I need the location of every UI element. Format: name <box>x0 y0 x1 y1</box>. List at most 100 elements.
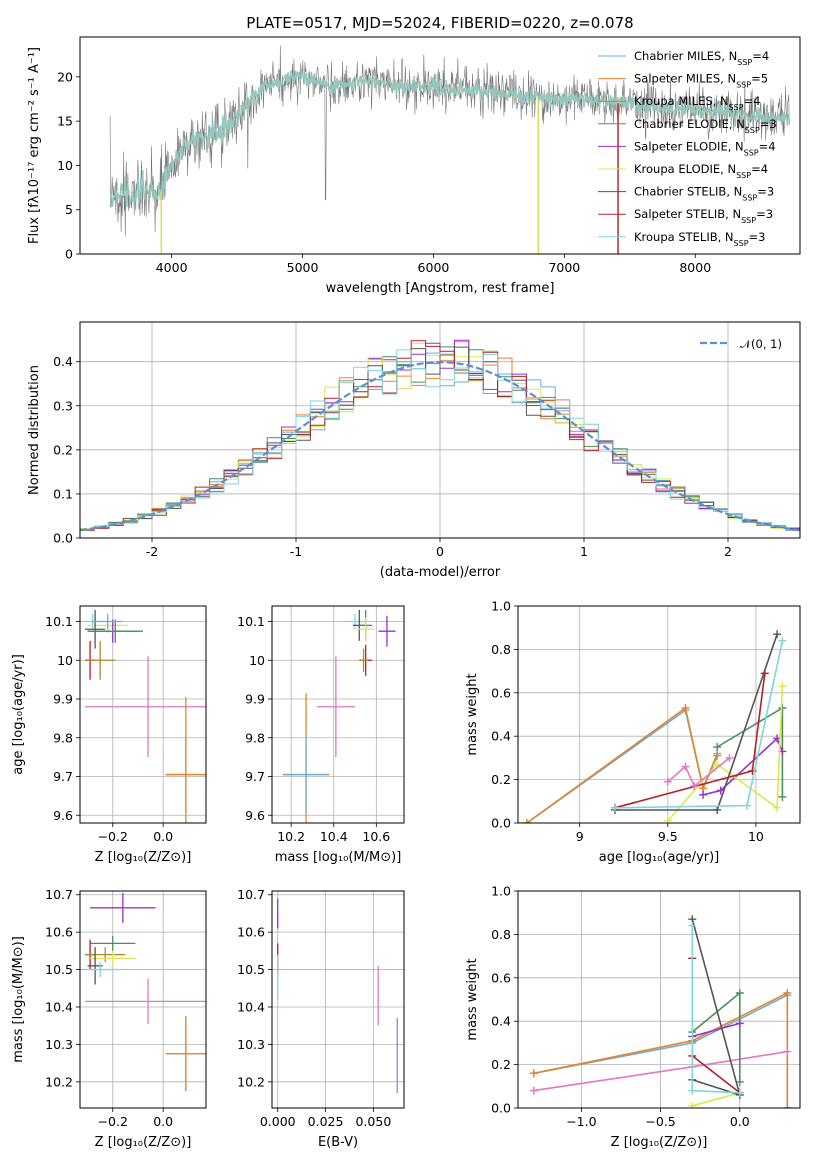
legend-label: Salpeter STELIB, NSSP=3 <box>634 207 773 225</box>
series-line <box>614 673 766 809</box>
y-tick-label: 10.7 <box>45 887 73 902</box>
series-line <box>691 918 741 1097</box>
axes-frame <box>79 36 801 255</box>
gaussian-curve <box>80 360 800 532</box>
legend-label: Salpeter ELODIE, NSSP=4 <box>634 139 776 157</box>
y-axis-label: Normed distribution <box>27 365 42 495</box>
y-tick-label: 9.9 <box>53 692 73 707</box>
plot-area <box>522 630 787 823</box>
figure-title: PLATE=0517, MJD=52024, FIBERID=0220, z=0… <box>246 14 633 32</box>
series-marker <box>735 988 744 997</box>
series-marker <box>778 792 787 801</box>
x-tick-label: 0 <box>436 544 444 559</box>
series-marker <box>773 630 782 639</box>
legend-label: Kroupa STELIB, NSSP=3 <box>634 230 765 248</box>
x-tick-label: 0.000 <box>260 1114 296 1129</box>
series-marker <box>725 753 734 762</box>
y-tick-label: 9.7 <box>245 769 265 784</box>
series-marker <box>663 777 672 786</box>
y-axis-label: mass [log₁₀(M/M⊙)] <box>11 936 26 1063</box>
axes-frame <box>517 890 801 1109</box>
y-tick-label: 9.8 <box>53 730 73 745</box>
series-marker <box>783 1104 792 1108</box>
series-marker <box>699 790 708 799</box>
x-tick-label: 10.2 <box>277 829 305 844</box>
y-tick-label: 0.2 <box>53 442 73 457</box>
series-marker <box>735 1019 744 1028</box>
series-marker <box>773 803 782 812</box>
x-tick-label: 2 <box>724 544 732 559</box>
plot-area <box>109 45 790 254</box>
y-tick-label: 10 <box>57 158 73 173</box>
y-tick-label: 5 <box>65 202 73 217</box>
x-axis-label: wavelength [Angstrom, rest frame] <box>326 281 555 296</box>
series-line <box>667 686 784 822</box>
x-tick-label: 5000 <box>287 260 319 275</box>
series-line <box>692 1022 741 1038</box>
panel-mass_weight_vs_Z: −1.0 −0.5 0.0 0.0 0.2 0.4 0.6 0.8 1.0 Z [log₁₀(Z/… <box>465 884 801 1150</box>
series-marker <box>690 782 699 791</box>
plot-area <box>80 339 800 538</box>
y-tick-label: 0.0 <box>53 531 73 546</box>
y-tick-label: 10.2 <box>45 1074 73 1089</box>
y-tick-label: 0.1 <box>53 486 73 501</box>
series-marker <box>681 703 690 712</box>
y-tick-label: 10.6 <box>237 925 265 940</box>
x-tick-label: 8000 <box>679 260 711 275</box>
panel-residual_histogram: -2 -1 0 1 2 0.0 0.1 0.2 0.3 0.4 (data-model)/error… <box>27 321 801 580</box>
x-tick-label: 0.0 <box>153 829 173 844</box>
series-marker <box>783 988 792 997</box>
series-marker <box>688 1086 697 1095</box>
x-tick-label: 10 <box>748 829 764 844</box>
x-tick-label: 9.5 <box>658 829 678 844</box>
model-spectrum-kroupa-stelib <box>109 68 790 208</box>
x-tick-label: 10.6 <box>362 829 390 844</box>
y-tick-label: 10.4 <box>45 999 73 1014</box>
series-marker <box>688 1101 697 1108</box>
series-marker <box>529 1086 538 1095</box>
legend-label: Kroupa ELODIE, NSSP=4 <box>634 162 768 180</box>
y-tick-label: 0.6 <box>491 970 511 985</box>
series-marker <box>760 669 769 678</box>
y-tick-label: 0.6 <box>491 685 511 700</box>
y-tick-label: 10.4 <box>237 999 265 1014</box>
plot-area <box>282 609 396 823</box>
panel-age_vs_Z: −0.2 0.0 9.6 9.7 9.8 9.9 10 10.1 Z [log₁₀(Z/Z⊙)]… <box>11 605 207 865</box>
y-tick-label: 10.1 <box>237 614 265 629</box>
series-marker <box>743 801 752 810</box>
y-tick-label: 9.9 <box>245 692 265 707</box>
y-tick-label: 10.7 <box>237 887 265 902</box>
plot-area <box>277 898 398 1094</box>
x-tick-label: 0.0 <box>730 1114 750 1129</box>
series-line <box>614 633 778 811</box>
y-axis-label: mass weight <box>465 673 480 755</box>
axes-frame <box>517 605 801 824</box>
x-tick-label: 4000 <box>156 260 188 275</box>
x-axis-label: age [log₁₀(age/yr)] <box>599 850 720 865</box>
panel-spectrum: 4000 5000 6000 7000 8000 0 5 10 15 20 wavelength [… <box>27 36 801 296</box>
x-tick-label: 10.4 <box>320 829 348 844</box>
series-marker <box>735 1077 744 1086</box>
series-marker <box>688 921 697 930</box>
panel-age_vs_mass: 10.2 10.4 10.6 9.6 9.7 9.8 9.9 10 10.1 mass [log₁… <box>237 605 405 865</box>
y-tick-label: 0.3 <box>53 398 73 413</box>
y-tick-label: 0.2 <box>491 1057 511 1072</box>
x-axis-label: Z [log₁₀(Z/Z⊙)] <box>95 850 192 865</box>
x-tick-label: -2 <box>146 544 158 559</box>
axes-frame <box>79 890 207 1109</box>
y-tick-label: 20 <box>57 69 73 84</box>
y-tick-label: 1.0 <box>491 884 511 899</box>
y-tick-label: 0.4 <box>53 354 73 369</box>
legend-label: Salpeter MILES, NSSP=5 <box>634 72 768 90</box>
legend-label: Chabrier ELODIE, NSSP=3 <box>634 117 777 135</box>
y-tick-label: 10.3 <box>45 1037 73 1052</box>
axes-frame <box>271 890 405 1109</box>
series-marker <box>713 751 722 760</box>
series-marker <box>783 1047 792 1056</box>
series-marker <box>522 819 531 823</box>
y-tick-label: 0.2 <box>491 772 511 787</box>
x-tick-label: 1 <box>580 544 588 559</box>
series-marker <box>663 816 672 823</box>
series-marker <box>735 1088 744 1097</box>
x-tick-label: −1.0 <box>566 1114 596 1129</box>
